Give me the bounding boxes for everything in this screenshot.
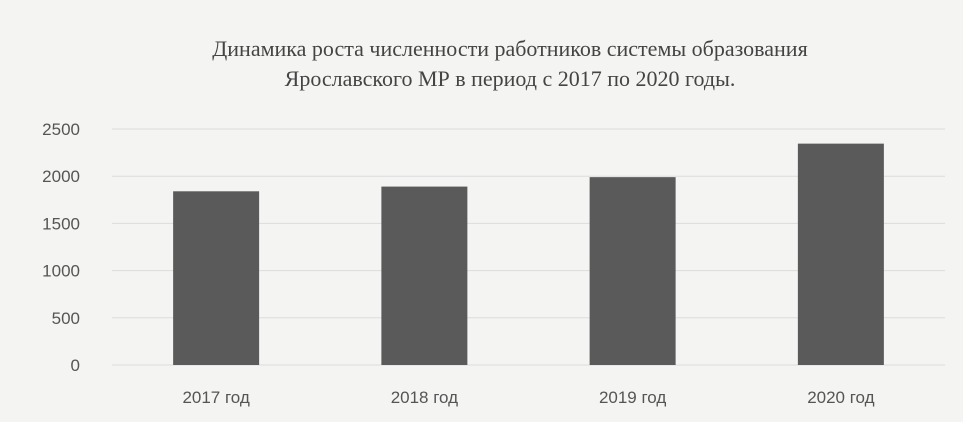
chart-title: Динамика роста численности работников си… bbox=[80, 34, 940, 94]
y-tick-label: 2000 bbox=[42, 167, 80, 186]
bar-2020-год bbox=[797, 143, 884, 365]
y-tick-label: 2500 bbox=[42, 120, 80, 139]
x-tick-label: 2020 год bbox=[807, 388, 874, 407]
bar-2019-год bbox=[589, 177, 676, 365]
bar-2018-год bbox=[381, 186, 468, 365]
chart-title-line-1: Динамика роста численности работников си… bbox=[212, 36, 808, 61]
x-tick-label: 2017 год bbox=[182, 388, 249, 407]
x-tick-label: 2018 год bbox=[391, 388, 458, 407]
y-tick-label: 500 bbox=[52, 309, 80, 328]
y-tick-label: 1000 bbox=[42, 262, 80, 281]
x-tick-label: 2019 год bbox=[599, 388, 666, 407]
y-tick-label: 0 bbox=[71, 356, 80, 375]
bar-2017-год bbox=[173, 191, 260, 365]
y-tick-label: 1500 bbox=[42, 214, 80, 233]
chart-title-line-2: Ярославского МР в период с 2017 по 2020 … bbox=[284, 66, 736, 91]
